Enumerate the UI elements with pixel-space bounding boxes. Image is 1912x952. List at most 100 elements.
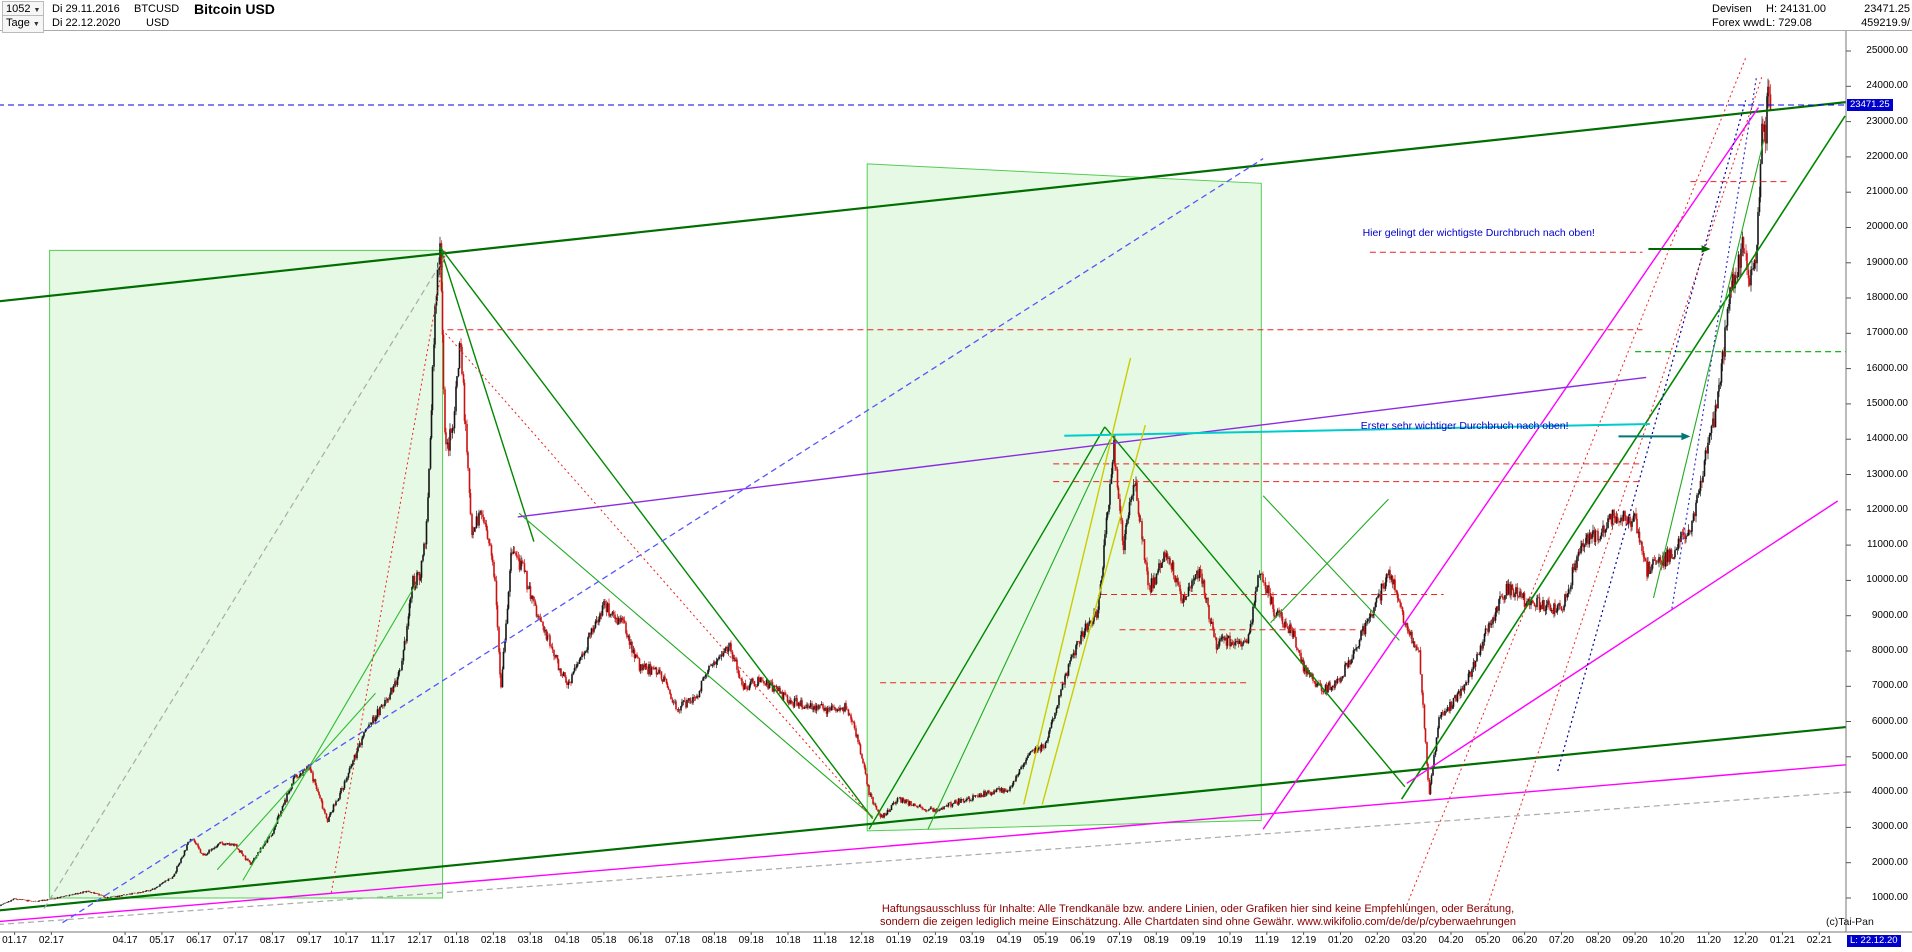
last-price-label: 23471.25 xyxy=(1864,3,1910,15)
y-axis-label: 25000.00 xyxy=(1866,45,1908,56)
y-axis-label: 20000.00 xyxy=(1866,221,1908,233)
start-date-label: Di 29.11.2016 xyxy=(52,3,120,15)
y-axis-label: 6000.00 xyxy=(1871,715,1908,727)
time-axis[interactable]: 01.17 02.17 04.17 05.17 06.17 07.17 08.17 09.17… xyxy=(0,933,1912,950)
annotation-breakout-first: Erster sehr wichtiger Durchbruch nach ob… xyxy=(1360,419,1569,432)
x-axis-label: 04.19 xyxy=(996,935,1022,946)
chevron-down-icon: ▼ xyxy=(32,21,40,28)
x-axis-label: 09.18 xyxy=(738,935,764,946)
y-axis-label: 2000.00 xyxy=(1871,856,1908,868)
y-axis-label: 23000.00 xyxy=(1866,115,1908,127)
x-axis-label: 11.19 xyxy=(1254,935,1279,946)
x-axis-label: 12.17 xyxy=(407,935,433,946)
timeframe-value: Tage xyxy=(6,17,30,29)
x-axis-label: 06.19 xyxy=(1070,935,1096,946)
chevron-down-icon: ▼ xyxy=(33,7,41,14)
y-axis-label: 12000.00 xyxy=(1866,503,1908,515)
x-axis-label: 04.20 xyxy=(1438,935,1464,946)
feed-label: Forex wwd xyxy=(1712,17,1766,29)
x-axis-label: 10.19 xyxy=(1217,935,1243,946)
x-axis-label: 10.20 xyxy=(1659,935,1685,946)
last-date-badge: L: 22.12.20 xyxy=(1847,935,1901,947)
x-axis-label: 08.19 xyxy=(1143,935,1169,946)
y-axis-label: 19000.00 xyxy=(1866,256,1908,268)
x-axis-label: 01.20 xyxy=(1327,935,1353,946)
disclaimer-line-1: Haftungsausschluss für Inhalte: Alle Tre… xyxy=(881,903,1515,915)
annotation-breakout-major: Hier gelingt der wichtigste Durchbruch n… xyxy=(1362,226,1595,239)
x-axis-label: 02.17 xyxy=(38,935,64,946)
y-axis-label: 21000.00 xyxy=(1866,186,1908,198)
symbol-label: BTCUSD xyxy=(134,3,180,15)
x-axis-label: 09.17 xyxy=(296,935,322,946)
y-axis-label: 9000.00 xyxy=(1871,609,1908,621)
end-date-label: Di 22.12.2020 xyxy=(52,17,121,29)
market-label: Devisen xyxy=(1712,3,1752,15)
y-axis-label: 17000.00 xyxy=(1866,327,1908,339)
x-axis-label: 06.17 xyxy=(186,935,212,946)
y-axis-label: 7000.00 xyxy=(1871,680,1908,692)
y-axis-label: 1000.00 xyxy=(1871,892,1908,903)
high-label: H: 24131.00 xyxy=(1766,3,1826,15)
x-axis-label: 01.17 xyxy=(2,935,28,946)
chart-title: Bitcoin USD xyxy=(194,1,275,17)
disclaimer-line-2: sondern die zeigen lediglich meine Einsc… xyxy=(880,916,1516,928)
bars-count-value: 1052 xyxy=(6,3,31,15)
turnover-label: 459219.9/ xyxy=(1861,17,1910,29)
x-axis-label: 01.19 xyxy=(886,935,912,946)
x-axis-label: 06.20 xyxy=(1512,935,1538,946)
x-axis-label: 09.19 xyxy=(1180,935,1206,946)
y-axis-label: 16000.00 xyxy=(1866,362,1908,374)
x-axis-label: 09.20 xyxy=(1622,935,1648,946)
x-axis-label: 02.21 xyxy=(1806,935,1832,946)
x-axis-label: 01.21 xyxy=(1769,935,1795,946)
x-axis-label: 02.19 xyxy=(922,935,948,946)
x-axis-label: 04.17 xyxy=(112,935,138,946)
x-axis-label: 08.18 xyxy=(701,935,727,946)
y-axis-label: 24000.00 xyxy=(1866,80,1908,92)
low-label: L: 729.08 xyxy=(1766,17,1812,29)
last-price-badge: 23471.25 xyxy=(1847,98,1893,111)
y-axis-label: 10000.00 xyxy=(1866,574,1908,586)
x-axis-label: 11.18 xyxy=(812,935,837,946)
y-axis-label: 15000.00 xyxy=(1866,397,1908,409)
currency-label: USD xyxy=(146,17,170,29)
x-axis-label: 10.17 xyxy=(333,935,359,946)
copyright-label: (c)Tai-Pan xyxy=(1826,916,1874,928)
x-axis-label: 07.20 xyxy=(1548,935,1574,946)
x-axis-label: 03.20 xyxy=(1401,935,1427,946)
y-axis-label: 8000.00 xyxy=(1871,644,1908,656)
x-axis-label: 07.18 xyxy=(665,935,691,946)
y-axis-label: 3000.00 xyxy=(1871,821,1908,833)
x-axis-label: 11.17 xyxy=(370,935,396,946)
timeframe-dropdown[interactable]: Tage ▼ xyxy=(2,15,44,33)
x-axis-label: 01.18 xyxy=(444,935,470,946)
x-axis-label: 03.19 xyxy=(959,935,985,946)
x-axis-label: 05.18 xyxy=(591,935,617,946)
x-axis-label: 02.18 xyxy=(480,935,506,946)
x-axis-label: 12.18 xyxy=(849,935,875,946)
x-axis-label: 07.17 xyxy=(223,935,249,946)
y-axis-label: 13000.00 xyxy=(1866,468,1908,480)
x-axis-label: 04.18 xyxy=(554,935,580,946)
x-axis-label: 03.18 xyxy=(517,935,543,946)
x-axis-label: 05.20 xyxy=(1475,935,1501,946)
x-axis-label: 05.17 xyxy=(149,935,175,946)
x-axis-label: 06.18 xyxy=(628,935,654,946)
y-axis-label: 5000.00 xyxy=(1871,750,1908,762)
y-axis-label: 18000.00 xyxy=(1866,292,1908,304)
y-axis-label: 14000.00 xyxy=(1866,433,1908,445)
header-bar: 1052 ▼ Di 29.11.2016 BTCUSD Bitcoin USD T… xyxy=(0,0,1912,33)
x-axis-label: 05.19 xyxy=(1033,935,1059,946)
y-axis-label: 4000.00 xyxy=(1871,786,1908,798)
x-axis-label: 02.20 xyxy=(1364,935,1390,946)
x-axis-label: 12.19 xyxy=(1291,935,1317,946)
x-axis-label: 11.20 xyxy=(1696,935,1721,946)
y-axis-label: 22000.00 xyxy=(1866,150,1908,162)
x-axis-label: 08.20 xyxy=(1585,935,1611,946)
x-axis-label: 07.19 xyxy=(1106,935,1133,946)
x-axis-label: 08.17 xyxy=(259,935,285,946)
y-axis-label: 11000.00 xyxy=(1867,539,1908,551)
price-axis[interactable]: 25000.00 24000.00 23000.00 22000.00 21000.00… xyxy=(1846,30,1912,932)
x-axis-label: 10.18 xyxy=(775,935,801,946)
